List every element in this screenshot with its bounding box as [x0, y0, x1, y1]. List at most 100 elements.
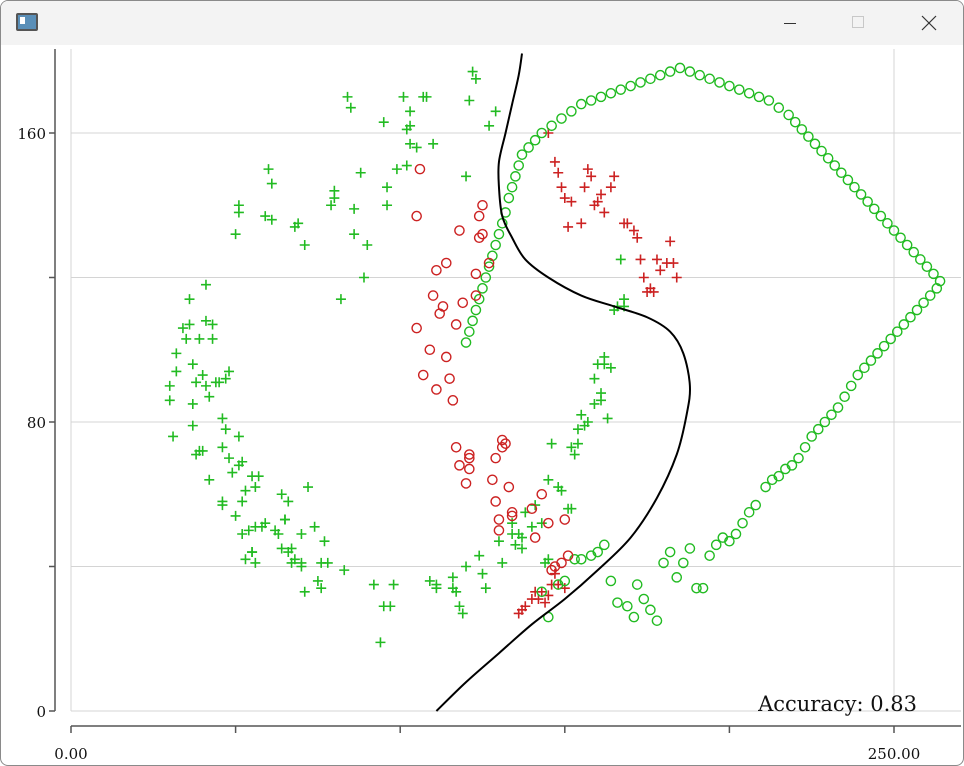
point-plus	[181, 333, 192, 344]
point-plus	[424, 575, 435, 586]
point-circle	[470, 290, 482, 301]
point-plus	[405, 138, 416, 149]
point-circle	[730, 528, 742, 540]
point-circle	[651, 615, 663, 626]
point-plus	[230, 229, 241, 240]
point-plus	[296, 561, 307, 572]
point-circle	[483, 257, 495, 269]
point-circle	[852, 369, 864, 381]
point-circle	[697, 582, 709, 594]
point-circle	[411, 322, 422, 334]
point-plus	[563, 221, 574, 232]
point-plus	[651, 254, 662, 265]
point-circle	[424, 344, 436, 356]
point-plus	[260, 518, 271, 529]
point-circle	[885, 333, 897, 345]
point-plus	[177, 323, 188, 334]
point-plus	[421, 91, 432, 102]
point-plus	[517, 543, 528, 554]
point-circle	[839, 391, 850, 403]
point-circle	[654, 69, 666, 81]
point-circle	[464, 463, 475, 475]
point-circle	[546, 120, 557, 132]
point-circle	[503, 192, 515, 204]
point-circle	[832, 402, 844, 413]
point-plus	[599, 207, 610, 218]
point-circle	[878, 340, 890, 352]
point-circle	[671, 572, 683, 583]
point-circle	[806, 431, 818, 442]
point-plus	[184, 319, 195, 330]
point-plus	[312, 575, 323, 586]
point-circle	[506, 510, 518, 522]
point-circle	[704, 73, 715, 85]
point-circle	[543, 517, 554, 529]
point-circle	[605, 575, 617, 587]
point-plus	[457, 608, 468, 619]
point-circle	[487, 474, 498, 486]
point-plus	[276, 489, 287, 500]
point-circle	[493, 228, 505, 240]
maximize-button[interactable]	[835, 1, 881, 45]
point-circle	[566, 106, 577, 117]
point-circle	[493, 525, 505, 536]
point-plus	[204, 474, 215, 485]
point-plus	[382, 182, 393, 193]
point-plus	[447, 572, 458, 583]
point-circle	[625, 80, 636, 92]
title-bar[interactable]	[1, 1, 963, 45]
y-tick-label: 160	[17, 125, 46, 143]
y-tick-label: 0	[36, 703, 46, 721]
point-plus	[184, 294, 195, 305]
minimize-button[interactable]	[767, 1, 813, 45]
point-circle	[859, 362, 870, 374]
point-circle	[714, 77, 725, 88]
point-plus	[326, 200, 337, 211]
point-plus	[329, 193, 340, 204]
point-plus	[378, 117, 389, 128]
point-circle	[635, 77, 646, 88]
point-plus	[349, 229, 360, 240]
point-plus	[214, 377, 225, 388]
point-circle	[480, 272, 492, 283]
point-circle	[464, 449, 475, 460]
point-plus	[632, 232, 643, 243]
point-plus	[579, 182, 590, 193]
point-plus	[296, 528, 307, 539]
point-plus	[493, 536, 504, 547]
point-plus	[237, 456, 248, 467]
point-plus	[648, 286, 659, 297]
point-plus	[490, 106, 501, 117]
point-plus	[224, 366, 235, 377]
point-plus	[592, 196, 603, 207]
app-icon	[16, 13, 38, 31]
scatter-chart: 0 80 160 0.00 250.00 Accuracy: 0.83	[17, 49, 961, 763]
point-circle	[826, 409, 837, 421]
point-plus	[572, 438, 583, 449]
point-plus	[428, 138, 439, 149]
point-circle	[928, 268, 939, 280]
point-circle	[559, 575, 571, 587]
point-circle	[599, 539, 610, 551]
point-circle	[865, 355, 877, 366]
point-circle	[506, 507, 518, 518]
axes	[49, 49, 961, 733]
point-plus	[480, 583, 491, 594]
point-plus	[253, 471, 264, 482]
point-circle	[477, 228, 488, 240]
point-plus	[572, 424, 583, 435]
point-plus	[276, 543, 287, 554]
accuracy-annotation: Accuracy: 0.83	[757, 692, 917, 716]
point-circle	[437, 301, 449, 312]
point-plus	[220, 424, 231, 435]
point-circle	[529, 134, 541, 146]
point-plus	[187, 420, 198, 431]
close-button[interactable]	[905, 1, 951, 45]
point-plus	[484, 120, 495, 131]
point-plus	[566, 503, 577, 514]
point-circle	[733, 84, 745, 95]
point-plus	[536, 586, 547, 597]
point-plus	[671, 272, 682, 283]
point-circle	[631, 579, 643, 590]
point-circle	[510, 171, 521, 182]
